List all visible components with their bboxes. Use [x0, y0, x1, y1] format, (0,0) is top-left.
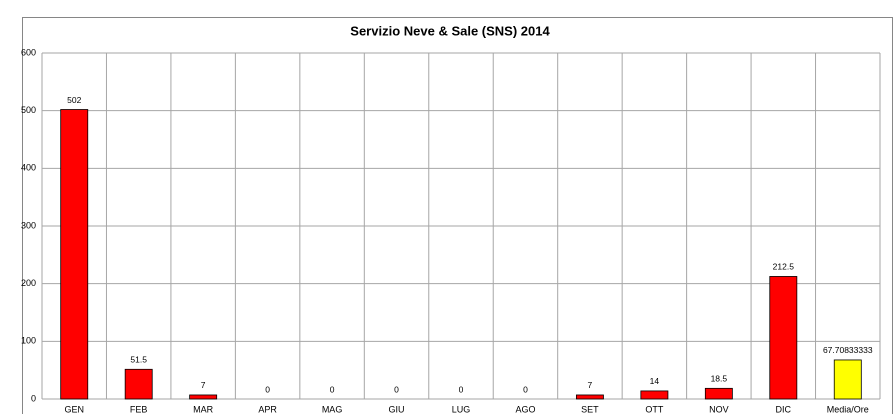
y-tick-label: 400 [21, 163, 36, 173]
x-tick-label: MAR [193, 404, 214, 414]
data-label: 0 [523, 384, 528, 394]
y-tick-label: 300 [21, 220, 36, 230]
data-label: 51.5 [130, 355, 147, 365]
data-label: 7 [201, 380, 206, 390]
x-tick-label: AGO [515, 404, 535, 414]
y-tick-label: 500 [21, 105, 36, 115]
x-tick-label: OTT [645, 404, 663, 414]
bar [704, 387, 733, 400]
x-tick-label: DIC [776, 404, 792, 414]
data-label: 502 [67, 95, 81, 105]
data-label: 67.70833333 [823, 345, 873, 355]
y-tick-label: 0 [31, 393, 36, 403]
data-label: 0 [394, 384, 399, 394]
x-tick-label: Media/Ore [827, 404, 869, 414]
x-tick-label: GIU [389, 404, 405, 414]
bar [640, 390, 669, 400]
data-label: 18.5 [711, 374, 728, 384]
y-tick-label: 600 [21, 47, 36, 57]
data-label: 212.5 [773, 262, 795, 272]
data-label: 0 [459, 384, 464, 394]
bar [833, 359, 862, 400]
x-tick-label: GEN [64, 404, 84, 414]
bar [189, 394, 218, 400]
x-tick-label: SET [581, 404, 599, 414]
bar [60, 109, 89, 400]
chart-border [22, 17, 893, 414]
x-tick-label: FEB [130, 404, 148, 414]
bar [769, 276, 798, 400]
y-tick-label: 200 [21, 278, 36, 288]
data-label: 14 [650, 376, 660, 386]
data-label: 0 [265, 384, 270, 394]
bar [575, 394, 604, 400]
y-tick-label: 100 [21, 336, 36, 346]
x-tick-label: NOV [709, 404, 729, 414]
x-tick-label: MAG [322, 404, 343, 414]
x-tick-label: APR [258, 404, 277, 414]
data-label: 7 [588, 380, 593, 390]
bar [124, 368, 153, 400]
x-tick-label: LUG [452, 404, 471, 414]
data-label: 0 [330, 384, 335, 394]
chart-title: Servizio Neve & Sale (SNS) 2014 [350, 23, 550, 38]
